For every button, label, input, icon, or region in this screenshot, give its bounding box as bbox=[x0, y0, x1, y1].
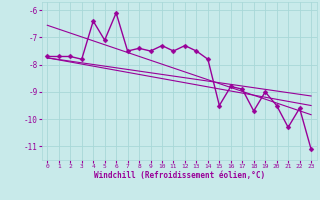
X-axis label: Windchill (Refroidissement éolien,°C): Windchill (Refroidissement éolien,°C) bbox=[94, 171, 265, 180]
